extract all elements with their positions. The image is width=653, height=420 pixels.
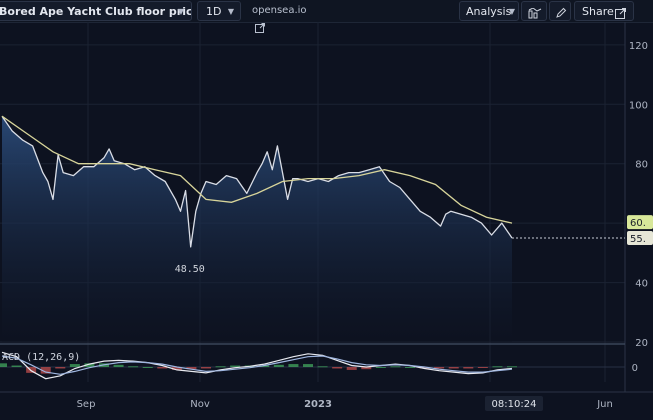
low-price-annotation: 48.50 [175, 264, 205, 275]
macd-histogram-bar [84, 363, 95, 367]
source-link-label: opensea.io [252, 5, 307, 16]
macd-histogram-bar [390, 366, 401, 368]
macd-histogram-bar [113, 364, 124, 367]
macd-histogram-bar [346, 367, 357, 370]
macd-histogram-bar [171, 367, 182, 370]
interval-selector[interactable]: 1D ▼ [197, 1, 241, 21]
time-label-bg [485, 396, 543, 411]
symbol-selector[interactable]: Bored Ape Yacht Club floor price ▼ [0, 1, 192, 21]
price-chart-svg[interactable]: 1201008060402060.55.0 ACD (12,26,9) SepN… [0, 22, 653, 416]
macd-histogram-bar [259, 365, 270, 367]
macd-histogram-bar [448, 367, 459, 369]
macd-histogram-bar [303, 364, 313, 367]
macd-title: ACD (12,26,9) [2, 352, 80, 363]
macd-line [1, 351, 513, 380]
share-button[interactable]: Share [574, 1, 634, 21]
macd-histogram-bar [492, 366, 503, 368]
macd-histogram-bar [405, 367, 415, 368]
ma-value-text: 60. [630, 218, 646, 229]
price-tick-label: 20 [635, 338, 648, 349]
macd-histogram-bar [463, 367, 474, 369]
macd-histogram-bar [273, 364, 284, 367]
macd-histogram-bar [142, 367, 153, 368]
symbol-label: Bored Ape Yacht Club floor price [0, 5, 192, 18]
time-tick-label: Sep [77, 399, 96, 410]
macd-histogram-bar [40, 367, 51, 374]
macd-histogram-bar [215, 366, 226, 368]
ma-value-tag [627, 215, 653, 230]
time-axis[interactable]: Sep Nov 2023 Jun 08:10:24 [0, 391, 653, 411]
source-link[interactable]: opensea.io [252, 1, 318, 33]
pencil-icon [555, 6, 567, 20]
macd-histogram-bar [0, 363, 7, 367]
price-lines [1, 115, 625, 248]
chart-labels: 48.50 [175, 264, 205, 275]
indicators-button[interactable] [521, 1, 547, 21]
chart-indicators-icon [528, 6, 542, 20]
price-tick-label: 100 [629, 100, 648, 111]
time-tick-label: Nov [190, 399, 210, 410]
chevron-down-icon: ▼ [508, 7, 515, 16]
chart-toolbar: Bored Ape Yacht Club floor price ▼ 1D ▼ … [0, 0, 653, 33]
draw-button[interactable] [549, 1, 571, 21]
macd-histogram-bar [434, 367, 445, 369]
macd-histogram-bar [128, 366, 139, 368]
macd-histogram-bar [288, 364, 299, 367]
macd-histogram-bar [230, 365, 241, 367]
macd-histogram-bar [361, 367, 372, 370]
macd-histogram-bar [332, 367, 343, 369]
macd-pane: ACD (12,26,9) [0, 351, 625, 380]
chevron-down-icon: ▼ [227, 7, 234, 16]
last-price-tag [627, 231, 653, 245]
macd-histogram-bar [201, 367, 211, 369]
share-label: Share [582, 5, 614, 18]
macd-histogram-bar [477, 367, 488, 368]
price-tick-label: 40 [635, 279, 648, 290]
price-area [2, 116, 512, 342]
macd-histogram-bar [55, 367, 66, 369]
chart-area[interactable]: 1201008060402060.55.0 ACD (12,26,9) SepN… [0, 22, 653, 416]
macd-histogram-bar [157, 367, 168, 369]
macd-histogram-bar [419, 367, 430, 369]
external-link-icon [255, 21, 265, 41]
price-axis[interactable]: 1201008060402060.55.0 [627, 41, 653, 374]
time-tick-label: 2023 [304, 399, 332, 410]
interval-label: 1D [206, 5, 222, 18]
macd-signal-line [1, 355, 513, 375]
macd-zero-tick: 0 [632, 363, 638, 374]
analysis-button[interactable]: Analysis ▼ [459, 1, 519, 21]
moving-average-line [1, 115, 513, 224]
time-tick-label: Jun [596, 399, 613, 410]
macd-histogram-bar [507, 366, 517, 368]
price-tick-label: 120 [629, 41, 648, 52]
price-area-fill [2, 116, 512, 342]
analysis-label: Analysis [466, 5, 512, 18]
chevron-down-icon: ▼ [177, 7, 184, 16]
share-external-icon [615, 6, 626, 20]
macd-histogram-bar [69, 364, 80, 367]
current-time-label: 08:10:24 [492, 399, 537, 410]
last-price-text: 55. [630, 234, 646, 245]
macd-histogram-bar [11, 365, 22, 367]
macd-histogram-bar [317, 366, 328, 368]
price-line [1, 115, 513, 248]
macd-histogram-bar [186, 367, 197, 370]
macd-histogram-bar [375, 367, 386, 368]
price-tick-label: 80 [635, 160, 648, 171]
